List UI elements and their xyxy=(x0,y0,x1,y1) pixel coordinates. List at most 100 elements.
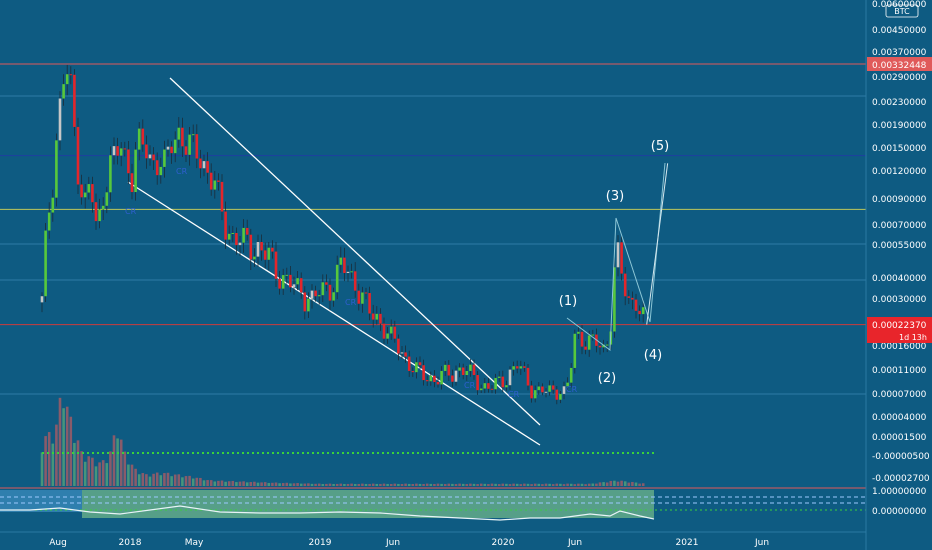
volume-bar xyxy=(447,483,451,486)
candle-body xyxy=(119,148,123,156)
candle-body xyxy=(217,180,220,182)
candle-body xyxy=(623,273,627,297)
volume-bar xyxy=(533,483,537,486)
volume-bar xyxy=(566,483,569,486)
candle-body xyxy=(641,307,645,315)
candle-body xyxy=(130,173,134,193)
volume-bar xyxy=(433,484,436,486)
gridlines xyxy=(0,95,866,395)
y-tick-label: -0.00000500 xyxy=(872,452,930,462)
wedge-lower-line xyxy=(127,181,541,446)
candle-body xyxy=(227,233,231,240)
volume-bar xyxy=(217,480,220,486)
candle-body xyxy=(209,172,213,190)
candle-body xyxy=(224,211,227,240)
y-tick-label: 0.00230000 xyxy=(872,98,927,108)
volume-bar xyxy=(519,484,523,486)
volume-bar xyxy=(40,452,44,486)
volume-bar xyxy=(544,483,548,486)
volume-bar xyxy=(263,482,267,486)
y-tick-label: 0.00004000 xyxy=(872,413,927,423)
candle-body xyxy=(44,230,47,297)
candle-body xyxy=(559,393,562,400)
volume-bar xyxy=(580,483,584,486)
candle-body xyxy=(386,333,389,339)
candle-body xyxy=(271,247,274,252)
candle-body xyxy=(541,386,544,393)
candle-body xyxy=(170,146,173,154)
volume-bar xyxy=(497,484,501,486)
candle-body xyxy=(274,251,278,279)
candle-body xyxy=(454,370,458,382)
volume-bar xyxy=(159,475,163,486)
x-tick-label: 2020 xyxy=(492,538,515,548)
volume-bar xyxy=(375,483,379,486)
volume-bar xyxy=(523,483,526,486)
candle-body xyxy=(289,274,292,288)
volume-bar xyxy=(191,478,195,486)
candle-body xyxy=(523,366,526,368)
candle-body xyxy=(87,184,91,193)
volume-bar xyxy=(274,482,278,486)
volume-bar xyxy=(379,483,382,486)
volume-bar xyxy=(195,477,199,486)
volume-bar xyxy=(623,481,627,486)
volume-bar xyxy=(317,483,321,486)
wave-label-2: (2) xyxy=(598,371,616,386)
volume-bar xyxy=(494,483,497,486)
oscillator-line xyxy=(0,505,655,521)
volume-bar xyxy=(490,483,494,486)
candle-body xyxy=(436,381,440,385)
candle-body xyxy=(105,192,109,206)
countdown-tag xyxy=(867,331,932,343)
candle-body xyxy=(343,257,346,274)
volume-bar xyxy=(271,482,274,486)
volume-bar xyxy=(278,483,281,486)
volume-bar xyxy=(440,483,443,486)
candle-body xyxy=(397,338,400,354)
volume-bar xyxy=(105,463,109,486)
oscillator-tick-label: 0.00000000 xyxy=(872,507,927,517)
x-tick-label: 2019 xyxy=(309,538,332,548)
candle-body xyxy=(325,282,328,285)
volume-bar xyxy=(368,483,371,486)
volume-bar xyxy=(58,397,62,486)
volume-bar xyxy=(285,482,289,486)
volume-bar xyxy=(231,480,235,486)
volume-bar xyxy=(548,483,551,486)
volume-bar xyxy=(515,483,519,486)
volume-bar xyxy=(94,466,98,486)
volume-bar xyxy=(501,483,505,486)
pattern-marks: CR CR CR CR CR CR xyxy=(125,167,578,399)
volume-bar xyxy=(537,483,541,486)
candle-body xyxy=(206,161,209,173)
candle-body xyxy=(69,74,73,76)
volume-bar xyxy=(465,484,469,486)
volume-bar xyxy=(44,436,47,486)
candle-body xyxy=(134,149,137,193)
projection-line xyxy=(646,163,669,325)
volume-bar xyxy=(253,481,256,486)
level-price-tag xyxy=(867,57,932,71)
candle-body xyxy=(238,242,242,246)
countdown-text: 1d 13h xyxy=(899,333,927,342)
volume-bar xyxy=(400,483,404,486)
candle-body xyxy=(62,84,65,99)
volume-bar xyxy=(541,484,544,486)
candle-body xyxy=(375,313,379,320)
volume-bar xyxy=(91,457,94,486)
volume-bar xyxy=(411,483,415,486)
volume-bar xyxy=(616,481,620,486)
volume-bar xyxy=(422,484,425,486)
volume-bar xyxy=(335,483,339,486)
candle-body xyxy=(76,126,80,185)
candle-body xyxy=(303,292,307,312)
candle-body xyxy=(620,242,623,274)
volume-bar xyxy=(184,476,188,486)
candle-body xyxy=(508,369,512,386)
volume-bar xyxy=(418,483,422,486)
volume-bar xyxy=(73,442,76,486)
candle-body xyxy=(145,144,148,159)
candle-body xyxy=(479,388,483,391)
